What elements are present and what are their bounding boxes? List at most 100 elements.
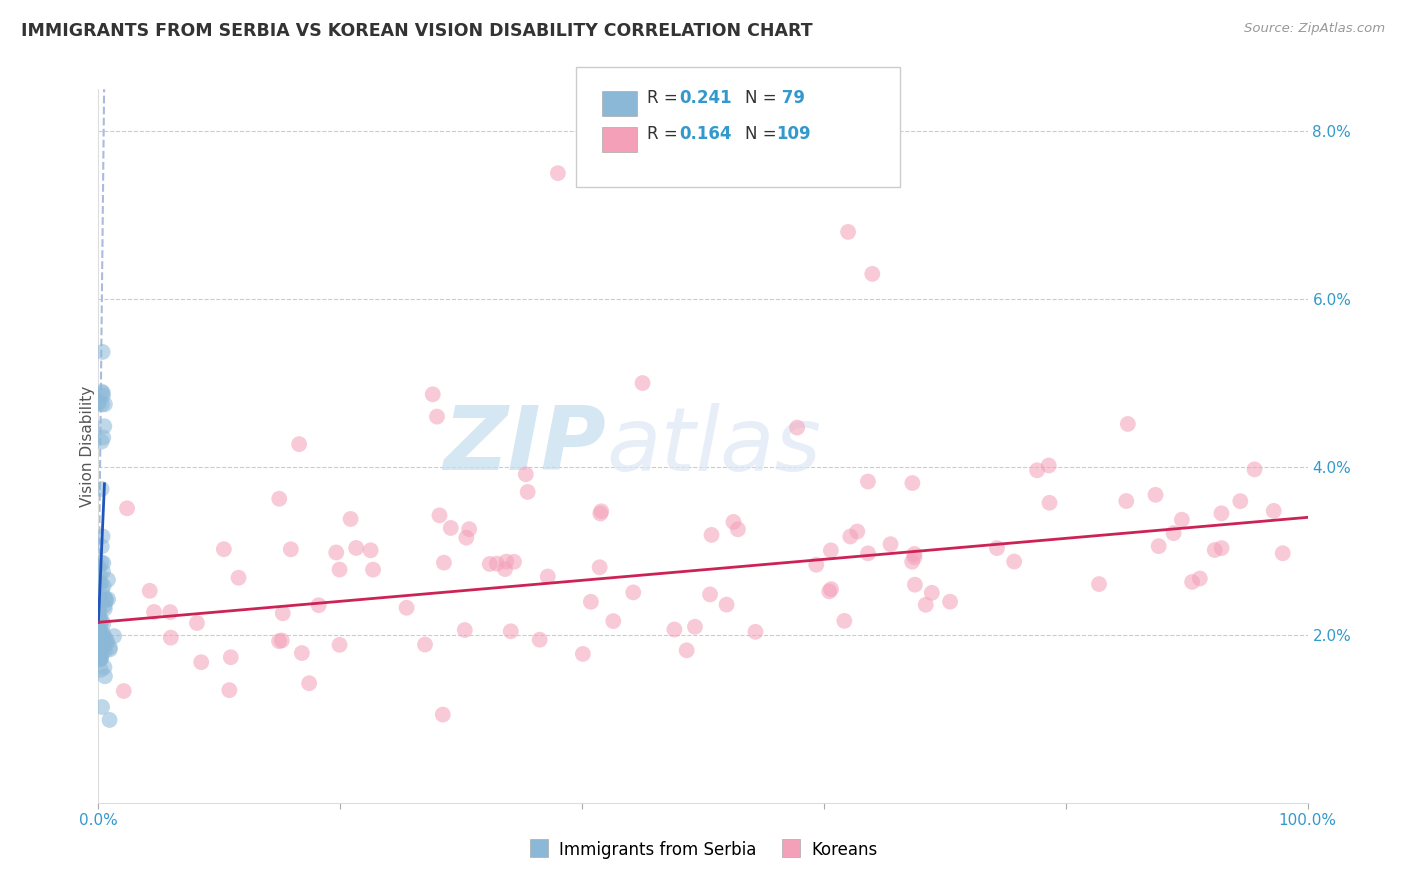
Point [91,626,114,640]
Point [329,638,352,652]
Point [94,669,117,683]
Point [1188,572,1211,586]
Point [87,610,110,624]
Point [219,650,242,665]
Point [429,508,451,523]
Point [860,267,883,281]
Point [93,579,115,593]
Point [89,652,111,666]
Text: R =: R = [647,125,683,143]
Point [547,166,569,180]
Text: R =: R = [647,89,683,107]
Point [93,419,115,434]
Point [96,635,118,649]
Point [138,583,160,598]
Point [683,620,706,634]
Point [94,397,117,411]
Point [90,634,112,648]
Point [87,632,110,647]
Point [89,614,111,628]
Text: 0.164: 0.164 [679,125,731,143]
Point [579,595,602,609]
Point [112,684,135,698]
Point [212,542,235,557]
Point [90,540,112,554]
Point [90,384,112,399]
Point [1115,494,1137,508]
Point [93,556,115,570]
Point [1229,494,1251,508]
Point [395,600,418,615]
Point [159,631,181,645]
Point [1144,488,1167,502]
Point [1171,513,1194,527]
Text: ZIP: ZIP [443,402,606,490]
Point [280,542,302,557]
Point [454,623,477,637]
Point [837,225,859,239]
Point [901,476,924,491]
Point [87,560,110,574]
Point [1211,506,1233,520]
Point [856,475,879,489]
Point [503,555,526,569]
Point [723,515,745,529]
Point [91,386,114,401]
Point [1181,574,1204,589]
Point [529,632,551,647]
Point [1204,543,1226,558]
Point [91,617,114,632]
Point [89,604,111,618]
Point [94,631,117,645]
Point [90,482,112,496]
Point [89,568,111,582]
Point [87,610,110,624]
Point [433,556,456,570]
Point [744,624,766,639]
Point [621,585,644,599]
Point [1263,504,1285,518]
Point [89,617,111,632]
Point [94,593,117,607]
Point [91,635,114,649]
Point [516,485,538,500]
Text: 109: 109 [776,125,811,143]
Point [89,647,111,661]
Point [344,541,367,555]
Text: N =: N = [745,125,782,143]
Point [986,541,1008,555]
Point [89,648,111,663]
Point [515,467,537,482]
Point [308,598,330,612]
Point [90,592,112,607]
Point [90,629,112,643]
Point [440,521,463,535]
Point [494,562,516,576]
Point [90,626,112,640]
Point [1147,539,1170,553]
Point [94,643,117,657]
Point [602,614,624,628]
Point [89,614,111,628]
Point [288,437,311,451]
Point [456,531,478,545]
Point [1211,541,1233,555]
Point [485,557,508,571]
Point [631,376,654,390]
Point [901,555,924,569]
Point [89,575,111,590]
Point [90,576,112,591]
Point [834,614,856,628]
Point [328,563,350,577]
Point [589,507,612,521]
Point [269,491,291,506]
Point [89,612,111,626]
Point [325,545,347,559]
Point [90,625,112,640]
Point [89,651,111,665]
Point [91,700,114,714]
Point [572,647,595,661]
Point [291,646,314,660]
Point [90,556,112,570]
Point [91,630,114,644]
